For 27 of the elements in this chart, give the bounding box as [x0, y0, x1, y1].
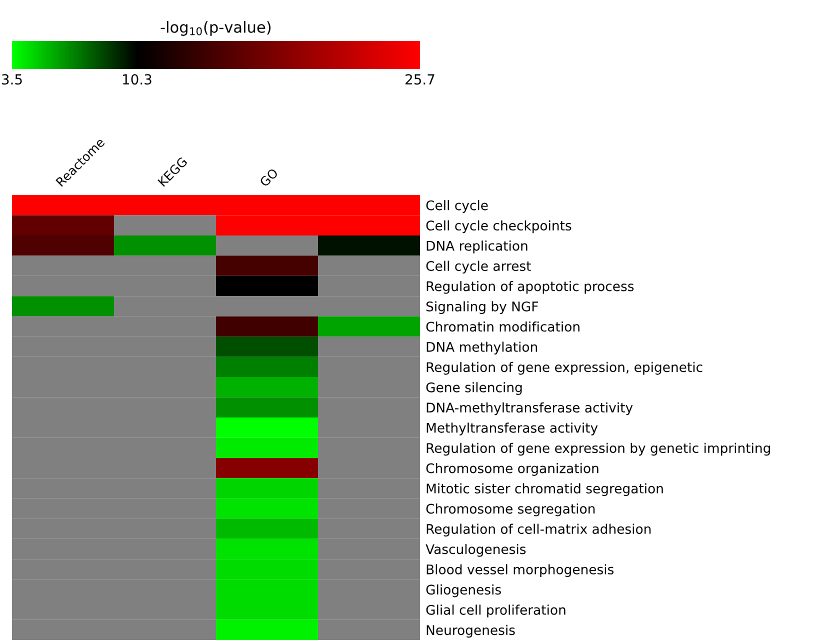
y-tick-label: Cell cycle arrest: [426, 260, 531, 274]
y-tick-label: Chromosome segregation: [426, 504, 595, 516]
y-tick-label: Mitotic sister chromatid segregation: [426, 483, 663, 496]
y-tick-label: Signaling by NGF: [426, 301, 538, 314]
y-tick-label: Cell cycle: [426, 200, 488, 213]
y-tick-label: Regulation of gene expression, epigenetic: [426, 362, 702, 375]
y-tick-label: Vasculogenesis: [426, 544, 526, 557]
y-tick-label: DNA methylation: [426, 342, 538, 354]
y-tick-label: Glial cell proliferation: [426, 604, 566, 618]
y-tick-label: DNA replication: [426, 240, 528, 254]
y-tick-label: Gene silencing: [426, 382, 522, 395]
y-tick-label: Blood vessel morphogenesis: [426, 564, 614, 577]
color-bar-label: 10.3: [123, 74, 152, 85]
y-tick-label: Gliogenesis: [426, 584, 501, 598]
y-tick-label: Neurogenesis: [426, 624, 515, 638]
y-tick-label: Methyltransferase activity: [426, 422, 598, 436]
x-tick-label: GO: [259, 168, 279, 188]
y-tick-label: Chromosome organization: [426, 463, 598, 476]
y-tick-label: Regulation of cell-matrix adhesion: [426, 524, 651, 537]
y-tick-label: DNA-methyltransferase activity: [426, 402, 633, 416]
color-bar-title: -log$_{10}$(p-value): [160, 21, 271, 36]
color-bar-label: 3.5: [2, 74, 22, 85]
color-bar-label: 25.7: [406, 74, 434, 85]
y-tick-label: Regulation of gene expression by genetic imprinting: [426, 442, 770, 456]
y-tick-label: Regulation of apoptotic process: [426, 281, 634, 294]
y-tick-label: Chromatin modification: [426, 321, 580, 332]
y-tick-label: Cell cycle checkpoints: [426, 220, 572, 234]
